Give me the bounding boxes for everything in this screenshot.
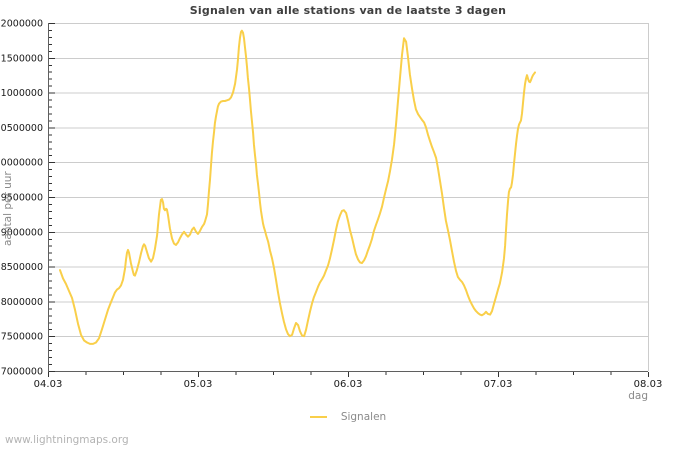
x-tick-label: 04.03 <box>34 379 63 390</box>
y-tick-label: 9500000 <box>1 193 43 204</box>
x-tick-label: 08.03 <box>634 379 663 390</box>
x-axis-title: dag <box>628 390 648 402</box>
watermark-text: www.lightningmaps.org <box>5 434 129 446</box>
y-tick-label: 7000000 <box>1 367 43 378</box>
x-tick-label: 05.03 <box>184 379 213 390</box>
x-tick-label: 06.03 <box>334 379 363 390</box>
y-tick-label: 12000000 <box>0 19 43 30</box>
y-tick-label: 11500000 <box>0 53 43 64</box>
y-axis-title: aantal per uur <box>2 171 14 246</box>
y-tick-label: 8500000 <box>1 262 43 273</box>
y-tick-label: 10500000 <box>0 123 43 134</box>
y-tick-label: 11000000 <box>0 88 43 99</box>
y-tick-label: 10000000 <box>0 158 43 169</box>
signalen-line <box>59 29 536 345</box>
chart-title: Signalen van alle stations van de laatst… <box>189 4 507 17</box>
legend: Signalen <box>48 410 648 424</box>
y-tick-label: 7500000 <box>1 332 43 343</box>
legend-series-label: Signalen <box>340 411 387 423</box>
legend-line-swatch <box>309 416 327 418</box>
y-tick-label: 8000000 <box>1 297 43 308</box>
x-tick-label: 07.03 <box>484 379 513 390</box>
y-tick-label: 9000000 <box>1 227 43 238</box>
